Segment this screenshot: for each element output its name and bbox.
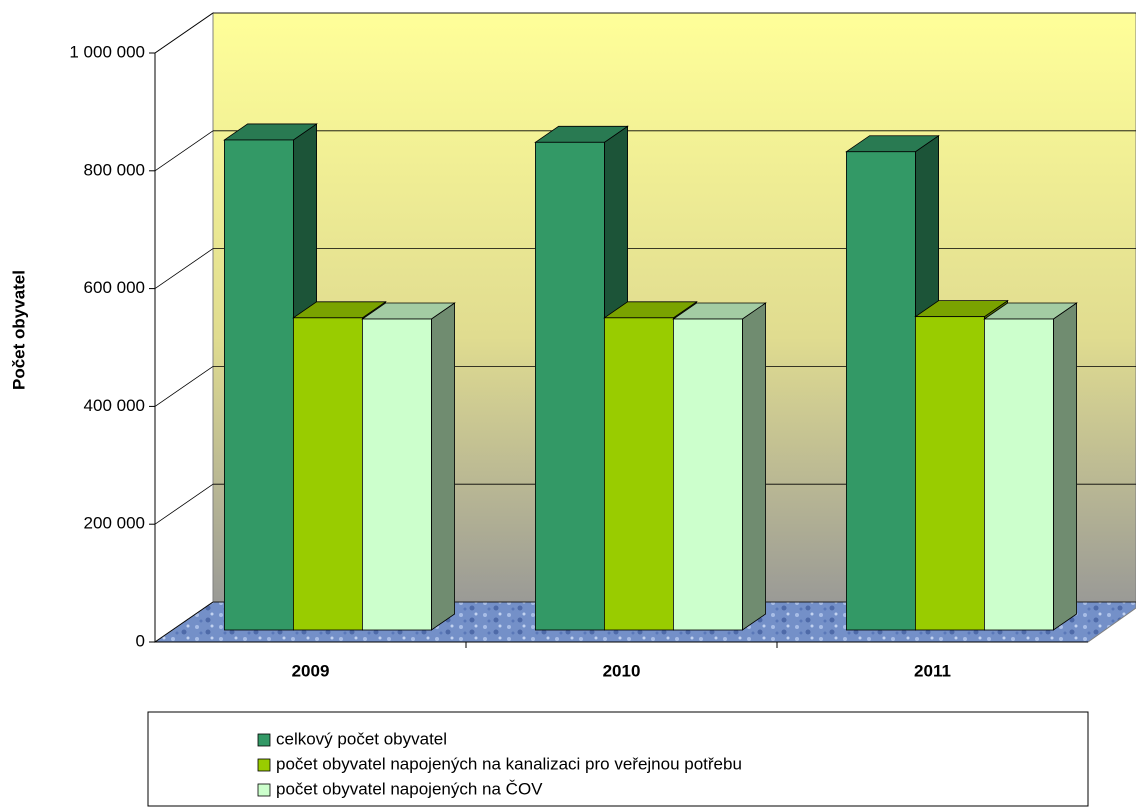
bar xyxy=(535,141,605,631)
grid-line xyxy=(154,366,214,407)
side-wall xyxy=(154,12,214,643)
y-axis-label: Počet obyvatel xyxy=(9,270,28,390)
legend-swatch xyxy=(257,783,271,797)
grid-line xyxy=(154,248,214,289)
grid-line xyxy=(154,12,214,54)
bar xyxy=(673,318,743,631)
bar-side xyxy=(430,302,456,631)
bar xyxy=(915,316,985,631)
legend-swatch xyxy=(257,733,271,747)
grid-line xyxy=(154,601,214,643)
bar xyxy=(292,317,363,631)
y-tick-label: 600 000 xyxy=(84,278,145,297)
legend-label: celkový počet obyvatel xyxy=(276,729,447,748)
x-tick-label: 2011 xyxy=(914,661,951,680)
bar xyxy=(984,318,1054,631)
legend-swatch xyxy=(257,758,271,772)
grid-line xyxy=(154,483,214,525)
x-tick-label: 2009 xyxy=(292,661,330,680)
y-tick-label: 0 xyxy=(136,631,145,650)
x-tick-label: 2010 xyxy=(603,661,641,680)
legend-label: počet obyvatel napojených na ČOV xyxy=(276,779,543,798)
bar-side xyxy=(742,302,766,631)
bar xyxy=(361,318,432,631)
grid-line xyxy=(154,130,214,172)
y-tick-label: 1 000 000 xyxy=(69,42,145,61)
bar xyxy=(604,317,674,631)
y-tick-label: 200 000 xyxy=(84,514,145,533)
legend-label: počet obyvatel napojených na kanalizaci … xyxy=(276,754,742,773)
bar xyxy=(846,151,916,631)
y-tick-label: 800 000 xyxy=(84,160,145,179)
bar-side xyxy=(1053,302,1077,631)
y-tick-label: 400 000 xyxy=(84,396,145,415)
legend xyxy=(147,711,1089,807)
bar xyxy=(223,139,294,631)
